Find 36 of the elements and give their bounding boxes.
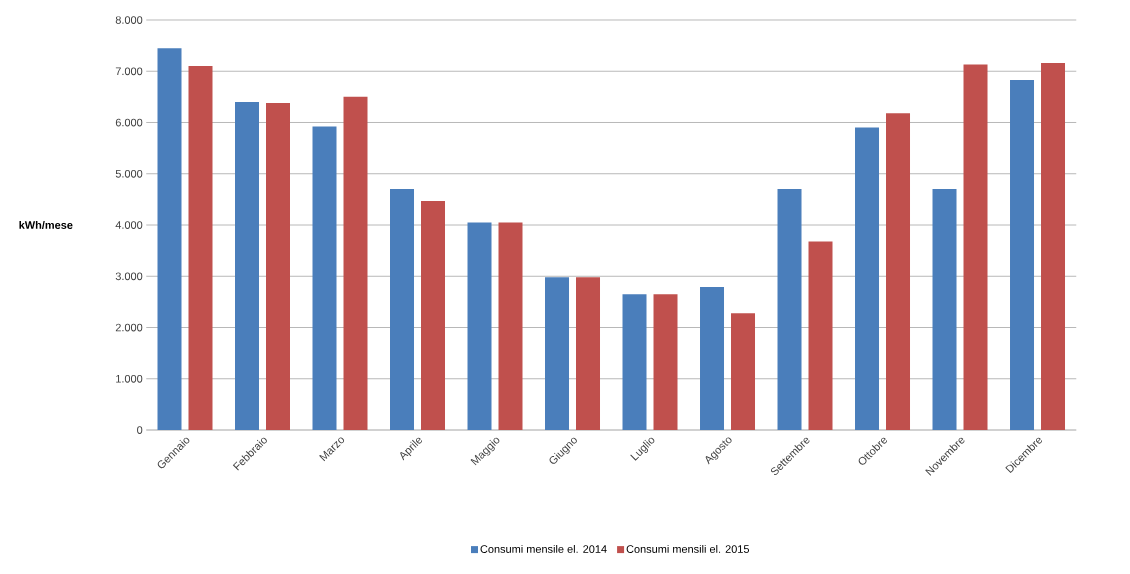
bar: [235, 102, 259, 430]
bar: [576, 277, 600, 430]
y-tick-label: 1.000: [116, 374, 143, 383]
y-tick-label: 5.000: [115, 169, 143, 178]
y-tick-label: 0: [137, 426, 143, 434]
bar: [777, 189, 802, 430]
bar: [731, 313, 756, 430]
y-tick-label: 4.000: [115, 221, 143, 229]
y-tick-label: 8.000: [115, 16, 143, 24]
bar: [653, 294, 678, 430]
bar: [700, 287, 725, 430]
bar: [421, 200, 445, 430]
bar: [1041, 63, 1066, 430]
bar: [390, 189, 414, 430]
bar: [855, 127, 880, 430]
bar: [498, 222, 523, 430]
bar: [188, 66, 213, 430]
bar: [467, 222, 492, 430]
bar: [157, 48, 182, 430]
bar: [545, 277, 569, 430]
bar: [808, 241, 833, 430]
bar: [963, 64, 988, 430]
y-tick-label: 6.000: [115, 118, 143, 127]
bar: [932, 189, 957, 430]
bar: [886, 113, 911, 430]
bar: [622, 294, 647, 430]
y-axis-title: kWh/mese: [19, 220, 73, 230]
y-tick-label: 2.000: [115, 323, 143, 332]
legend-label: Consumi mensili el. 2015: [626, 544, 750, 553]
legend-label: Consumi mensile el. 2014: [480, 544, 607, 553]
y-tick-label: 7.000: [115, 67, 143, 76]
bar: [343, 96, 368, 430]
bar: [312, 126, 337, 430]
bar: [266, 103, 290, 430]
bar: [1010, 79, 1035, 430]
y-tick-label: 3.000: [115, 272, 143, 281]
